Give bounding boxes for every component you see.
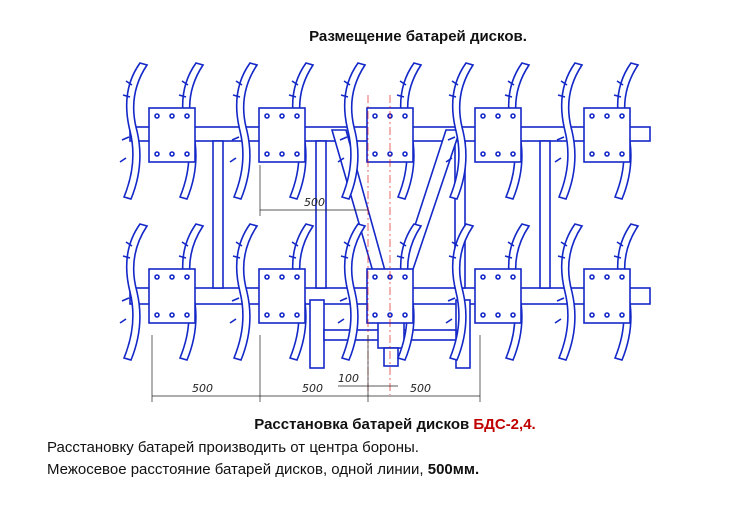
title: Размещение батарей дисков. <box>309 28 527 45</box>
dimension-label: 500 <box>192 382 213 395</box>
dimension-label: 500 <box>410 382 431 395</box>
dimension-label: 500 <box>302 382 323 395</box>
dimension-label: 500 <box>304 196 325 209</box>
note: Межосевое расстояние батарей дисков, одн… <box>47 461 479 478</box>
caption-text: Расстановка батарей дисков <box>254 416 474 433</box>
note: Расстановку батарей производить от центр… <box>47 439 419 456</box>
note-bold: 500мм. <box>427 461 480 478</box>
dimension-lines <box>151 165 481 402</box>
disk-gangs <box>120 63 638 360</box>
dimension-label: 100 <box>338 372 359 385</box>
note-text: Межосевое расстояние батарей дисков, одн… <box>47 461 428 478</box>
caption: Расстановка батарей дисков БДС-2,4. <box>0 416 754 433</box>
caption-model: БДС-2,4. <box>473 416 536 433</box>
